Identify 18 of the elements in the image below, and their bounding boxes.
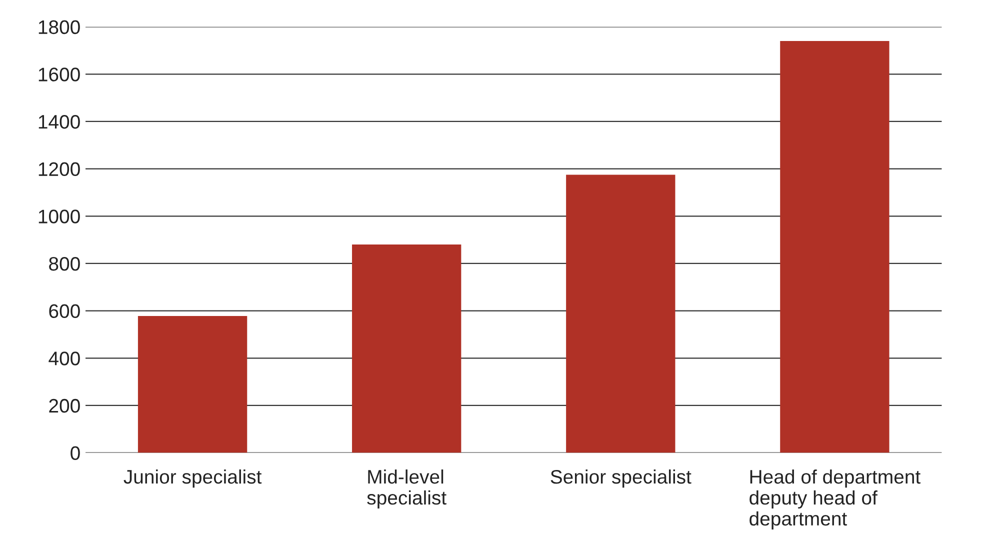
x-tick-label: Mid-level specialist [367, 469, 446, 509]
bar [780, 41, 890, 453]
y-tick-label: 1000 [38, 210, 80, 224]
y-tick-label: 1200 [38, 162, 80, 176]
bar [352, 244, 462, 453]
y-tick-label: 1600 [38, 68, 80, 82]
y-tick-label: 400 [48, 352, 80, 366]
y-tick-label: 600 [49, 304, 80, 318]
x-tick-label: Head of department deputy head of department [750, 469, 920, 530]
x-tick-label: Senior specialist [550, 469, 692, 488]
y-tick-label: 800 [49, 256, 80, 271]
y-tick-label: 1800 [38, 20, 80, 34]
y-tick-label: 200 [49, 398, 80, 413]
y-tick-label: 1400 [38, 114, 80, 129]
y-tick-label: 0 [70, 446, 80, 460]
x-tick-label: Junior specialist [124, 469, 262, 488]
bar [566, 174, 676, 453]
bar [138, 316, 248, 453]
